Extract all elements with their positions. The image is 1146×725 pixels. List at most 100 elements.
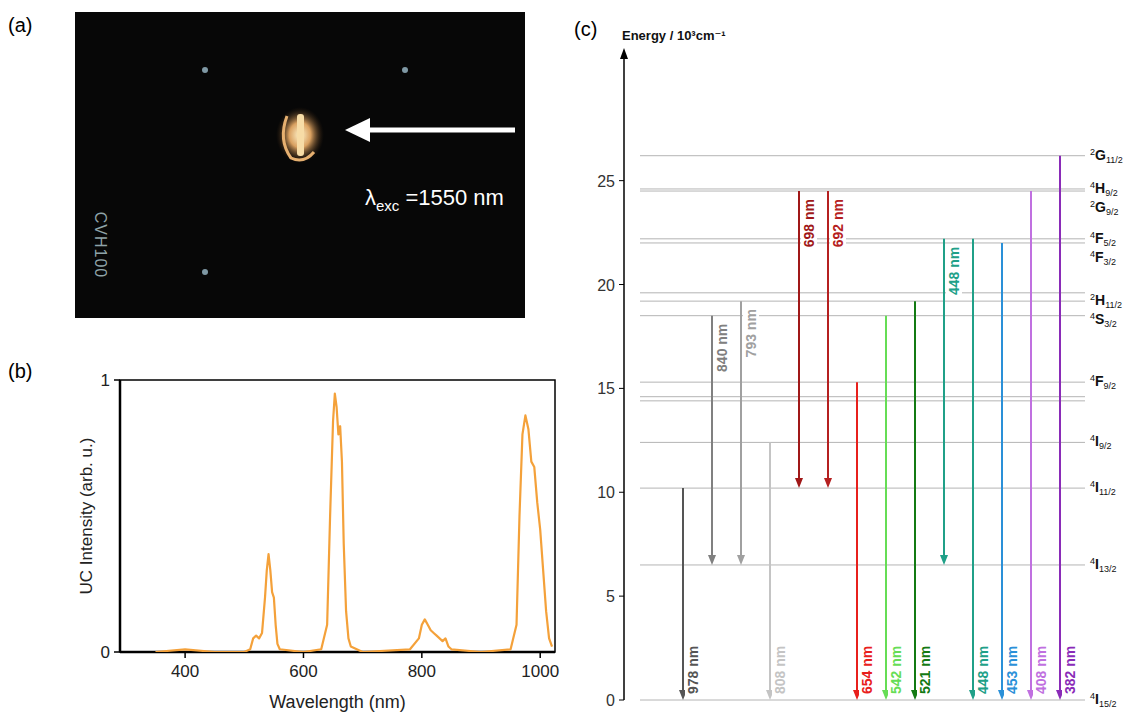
energy-level	[640, 382, 1085, 383]
energy-level	[640, 155, 1085, 156]
label-patch	[772, 645, 788, 695]
x-tick-label: 600	[289, 662, 317, 681]
arrow-head	[737, 555, 745, 565]
arrow-shaft	[1001, 243, 1003, 691]
arrow-head	[708, 555, 716, 565]
transition-label: 840 nm	[714, 324, 730, 372]
y-tick-label: 5	[606, 588, 615, 605]
label-patch	[1004, 645, 1020, 695]
label-patch	[946, 246, 962, 296]
transition-label-group: 542 nm	[888, 645, 904, 695]
figure: (a)λexc =1550 nmCVH100(b)400600800100001…	[0, 0, 1146, 725]
y-tick	[619, 284, 624, 285]
level-j: 9/2	[1106, 207, 1119, 217]
panel-label: (b)	[8, 360, 32, 382]
y-tick	[619, 700, 624, 701]
level-j: 3/2	[1104, 257, 1117, 267]
y-tick-label: 0	[606, 692, 615, 709]
energy-level	[640, 442, 1085, 443]
arrow-shaft	[972, 239, 974, 691]
y-tick-label: 20	[597, 277, 615, 294]
panel-label: (c)	[574, 18, 597, 40]
x-axis-title: Wavelength (nm)	[269, 692, 405, 712]
level-label: 4F5/2	[1090, 230, 1116, 248]
y-tick	[114, 651, 120, 653]
x-tick	[303, 652, 305, 658]
level-label: 4F9/2	[1090, 373, 1116, 391]
transition-label-group: 978 nm	[685, 645, 701, 695]
transition-label-group: 808 nm	[772, 645, 788, 695]
label-patch	[685, 645, 701, 695]
energy-level	[640, 315, 1085, 316]
x-tick	[184, 652, 186, 658]
y-axis	[119, 380, 122, 652]
y-tick-label: 10	[597, 484, 615, 501]
transition-arrow	[1056, 156, 1064, 700]
transition-label: 654 nm	[859, 646, 875, 694]
arrow-head	[795, 478, 803, 488]
level-j: 11/2	[1105, 300, 1122, 310]
y-tick-label: 15	[597, 380, 615, 397]
transition-label-group: 840 nm	[714, 323, 730, 373]
transition-label: 692 nm	[830, 199, 846, 247]
arrow-shaft	[769, 442, 771, 691]
x-tick	[539, 652, 541, 658]
level-label: 2G11/2	[1090, 147, 1123, 165]
transition-arrow	[882, 316, 890, 700]
energy-level	[640, 292, 1085, 293]
level-j: 3/2	[1104, 319, 1117, 329]
transition-label: 698 nm	[801, 199, 817, 247]
energy-level	[640, 564, 1085, 565]
level-label: 4I15/2	[1090, 691, 1116, 709]
transition-label: 521 nm	[917, 646, 933, 694]
plot-frame	[120, 380, 555, 652]
glow-spot	[276, 107, 324, 163]
arrow-shaft	[682, 488, 684, 691]
energy-level	[640, 242, 1085, 243]
y-tick-label: 1	[101, 371, 110, 390]
arrow-shaft	[1030, 191, 1032, 691]
level-j: 13/2	[1099, 564, 1117, 574]
excitation-subscript: exc	[376, 197, 400, 214]
level-term: H	[1095, 180, 1105, 196]
arrow-shaft	[740, 301, 742, 556]
label-patch	[1062, 645, 1078, 695]
spectrum-line	[156, 394, 553, 652]
level-term: G	[1095, 199, 1106, 215]
arrow-shaft	[827, 191, 829, 479]
level-j: 9/2	[1099, 441, 1112, 451]
level-label: 4S3/2	[1090, 311, 1117, 329]
label-patch	[830, 198, 846, 248]
y-tick	[619, 492, 624, 493]
energy-level	[640, 400, 1085, 401]
excitation-arrow	[362, 128, 515, 133]
level-j: 9/2	[1105, 188, 1118, 198]
level-label: 4I13/2	[1090, 556, 1116, 574]
energy-axis-arrow	[620, 48, 628, 59]
level-term: S	[1095, 311, 1104, 327]
photo-dot	[202, 67, 208, 73]
label-patch	[859, 645, 875, 695]
level-label: 4I11/2	[1090, 479, 1116, 497]
y-tick	[114, 379, 120, 381]
transition-label: 793 nm	[743, 309, 759, 357]
transition-label-group: 448 nm	[946, 246, 962, 296]
excitation-label: λexc =1550 nm	[365, 185, 504, 214]
arrow-shaft	[914, 301, 916, 691]
transition-label: 448 nm	[975, 646, 991, 694]
arrow-shaft	[885, 316, 887, 691]
transition-arrow	[969, 239, 977, 700]
arrow-head	[940, 555, 948, 565]
energy-level	[640, 301, 1085, 302]
y-tick	[619, 180, 624, 181]
label-patch	[714, 323, 730, 373]
y-tick-label: 25	[597, 173, 615, 190]
transition-label-group: 692 nm	[830, 198, 846, 248]
panel-label: (a)	[8, 14, 32, 36]
level-term: G	[1095, 147, 1106, 163]
level-label: 4F3/2	[1090, 249, 1116, 267]
y-tick-label: 0	[101, 643, 110, 662]
transition-label: 448 nm	[946, 247, 962, 295]
excitation-value: =1550 nm	[399, 185, 504, 210]
transition-arrow	[1027, 191, 1035, 700]
